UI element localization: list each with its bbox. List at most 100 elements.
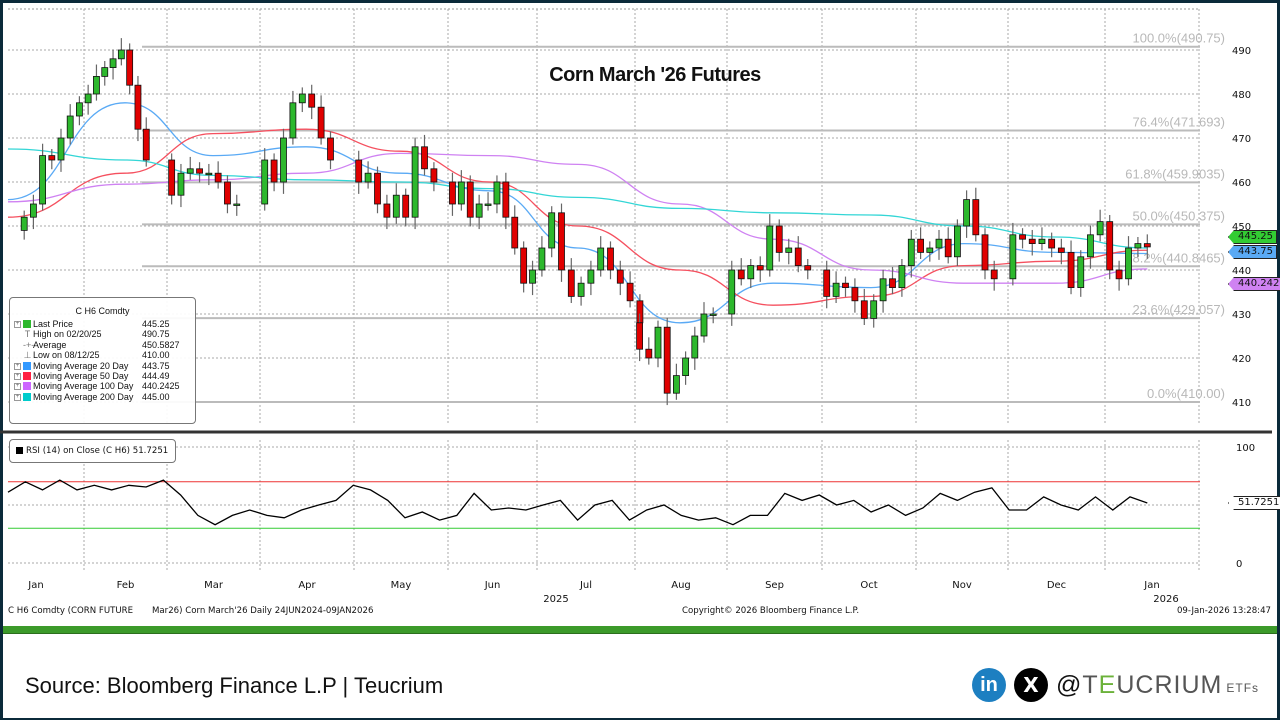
candle-up	[1077, 256, 1085, 288]
candle-down	[402, 194, 410, 218]
y-tick-label: 410	[1232, 398, 1251, 409]
expand-icon[interactable]: +	[14, 393, 21, 401]
candle-down	[775, 225, 783, 253]
candle-down	[756, 265, 764, 271]
x-twitter-icon[interactable]: X	[1014, 668, 1048, 702]
rsi-color-swatch	[16, 447, 23, 454]
fibonacci-levels: 100.0%(490.75) 76.4%(471.693) 61.8%(459.90…	[142, 31, 1225, 403]
legend-label: Moving Average 20 Day	[33, 360, 129, 371]
footer-description: Mar26) Corn March'26 Daily 24JUN2024-09J…	[152, 606, 374, 616]
candle-down	[917, 238, 924, 253]
candle-down	[466, 181, 474, 218]
candle-up	[700, 313, 708, 337]
candle-down	[421, 146, 428, 170]
legend-value: 443.75	[142, 360, 170, 371]
candle-down	[567, 269, 575, 297]
candle-up	[84, 93, 92, 104]
candle-down	[1019, 234, 1026, 240]
legend-label: Average	[33, 339, 67, 350]
candle-down	[502, 181, 510, 218]
candle-down	[607, 247, 614, 271]
candle-up	[548, 212, 556, 249]
expand-icon[interactable]: +	[14, 362, 21, 370]
candle-down	[1067, 251, 1075, 288]
candle-down	[944, 238, 952, 258]
legend-swatch-icon	[23, 320, 31, 328]
candle-up	[673, 375, 680, 394]
candle-down	[645, 348, 653, 359]
candle-up	[728, 269, 736, 315]
candle-up	[39, 155, 46, 205]
expand-icon[interactable]: +	[14, 321, 21, 328]
candle-down	[134, 84, 142, 130]
candle-down	[511, 216, 519, 249]
social-links: in X @TEUCRIUM ETFs	[972, 667, 1259, 703]
expand-icon[interactable]: +	[14, 372, 21, 380]
candle-down	[126, 49, 134, 86]
candle-down	[520, 247, 528, 284]
legend-row: + Last Price 445.25	[10, 319, 195, 329]
moving-average-line-2	[7, 152, 1148, 284]
candle-up	[597, 247, 605, 271]
candle-down	[663, 326, 671, 394]
candle-down	[142, 128, 150, 161]
x-tick-label: Dec	[1047, 580, 1066, 591]
x-tick-label: Jan	[1143, 580, 1159, 591]
legend-value: 450.5827	[142, 339, 180, 350]
candle-up	[785, 247, 793, 253]
candle-up	[298, 93, 306, 104]
footer-copyright: Copyright© 2026 Bloomberg Finance L.P.	[682, 606, 860, 616]
candle-up	[577, 282, 585, 297]
fib-label: 76.4%(471.693)	[1132, 115, 1225, 130]
candle-down	[990, 269, 998, 280]
fib-label: 38.2%(440.8465)	[1125, 250, 1225, 265]
rsi-value-tag: 51.7251	[1228, 496, 1280, 510]
legend-swatch-icon	[23, 382, 31, 391]
candle-down	[1106, 221, 1114, 271]
candle-up	[682, 357, 689, 377]
candle-up	[101, 67, 109, 77]
candle-down	[1115, 269, 1123, 280]
candle-up	[747, 265, 755, 280]
teucrium-logo: @TEUCRIUM	[1056, 670, 1223, 699]
candle-down	[449, 181, 456, 205]
candle-up	[907, 238, 915, 266]
candle-up	[392, 194, 400, 218]
candlesticks	[20, 38, 1151, 406]
candle-up	[76, 102, 83, 117]
chart-title: Corn March '26 Futures	[549, 64, 761, 86]
candle-up	[93, 76, 100, 95]
year-label: 2026	[1153, 594, 1178, 605]
average-marker-icon: -+-	[23, 339, 35, 350]
candle-up	[954, 225, 961, 258]
legend-label: Last Price	[33, 319, 74, 329]
y-tick-label: 480	[1232, 90, 1251, 101]
candle-up	[879, 278, 887, 302]
linkedin-icon[interactable]: in	[972, 668, 1006, 702]
candle-up	[529, 269, 536, 284]
candle-down	[383, 203, 391, 218]
candle-up	[29, 203, 37, 218]
rsi-tick-label: 0	[1236, 559, 1242, 570]
candle-up	[654, 326, 662, 359]
legend-value: 440.2425	[142, 381, 180, 392]
x-tick-label: Sep	[765, 580, 784, 591]
expand-icon[interactable]: +	[14, 383, 21, 391]
fib-label: 61.8%(459.9035)	[1125, 166, 1225, 181]
x-tick-label: Jun	[484, 580, 501, 591]
candle-up	[66, 115, 74, 139]
fib-label: 100.0%(490.75)	[1132, 31, 1225, 46]
candle-up	[587, 269, 595, 284]
candle-down	[737, 269, 745, 280]
candle-up	[493, 181, 501, 205]
legend-row: + Moving Average 20 Day 443.75	[10, 361, 195, 371]
rsi-legend: RSI (14) on Close (C H6) 51.7251	[9, 439, 176, 463]
candle-up	[57, 137, 65, 161]
y-tick-label: 460	[1232, 178, 1251, 189]
y-tick-label: 430	[1232, 310, 1251, 321]
last-price-tag: 445.25	[1228, 230, 1277, 244]
legend-value: 445.00	[142, 391, 170, 402]
candle-up	[289, 102, 297, 139]
legend-label: Moving Average 50 Day	[33, 370, 129, 381]
high-marker-icon: T	[24, 329, 31, 340]
